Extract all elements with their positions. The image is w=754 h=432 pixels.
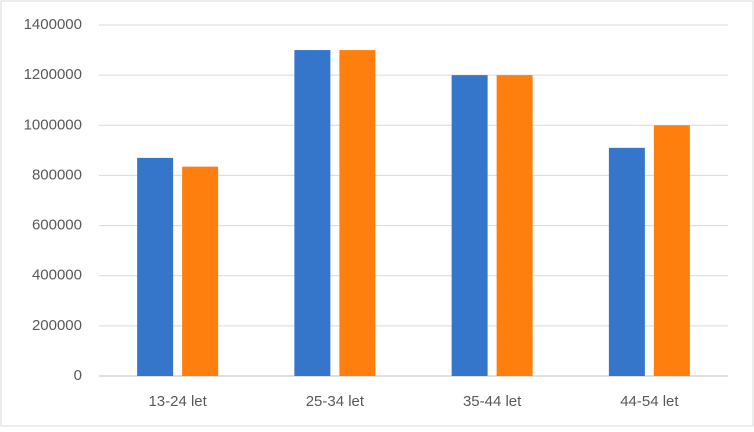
y-tick-label: 0 [74,367,82,384]
bar [653,125,690,377]
bar [451,75,488,377]
x-tick-label: 13-24 let [148,393,207,410]
bar [608,147,645,376]
y-tick-label: 600000 [32,217,82,234]
x-tick-label: 44-54 let [620,393,679,410]
y-tick-label: 1400000 [24,16,82,33]
bar [182,166,219,376]
y-tick-label: 200000 [32,317,82,334]
bar [137,157,174,376]
x-tick-label: 35-44 let [463,393,522,410]
y-tick-label: 800000 [32,166,82,183]
bar [294,50,331,376]
y-tick-label: 1200000 [24,66,82,83]
x-tick-label: 25-34 let [306,393,365,410]
bar [339,50,376,376]
bar [496,75,533,377]
y-tick-label: 1000000 [24,116,82,133]
y-tick-label: 400000 [32,267,82,284]
